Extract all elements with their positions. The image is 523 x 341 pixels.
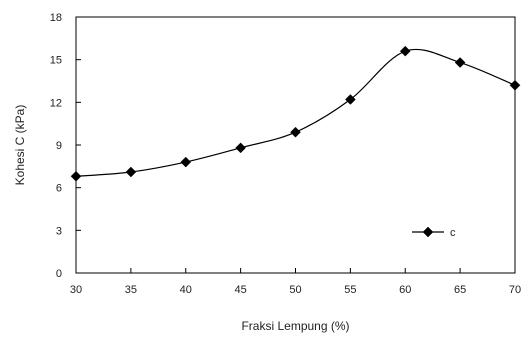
legend-label: c [450,227,456,239]
data-point [180,156,192,168]
x-tick-label: 70 [509,284,521,296]
data-point [290,126,301,138]
x-tick-label: 50 [289,284,301,296]
x-tick-label: 40 [180,284,192,296]
data-point [125,166,137,178]
x-tick-label: 60 [399,284,411,296]
y-tick-label: 0 [56,268,62,280]
data-point [235,142,246,154]
data-point [399,45,411,57]
x-tick-label: 45 [235,284,247,296]
y-tick-label: 9 [56,140,62,152]
series-line [75,48,516,177]
x-axis-title: Fraksi Lempung (%) [241,319,349,333]
y-tick-label: 18 [50,12,62,24]
data-point [454,57,466,68]
y-axis-title: Kohesi C (kPa) [13,105,27,186]
x-tick-label: 55 [344,284,356,296]
y-tick-label: 15 [50,55,62,67]
data-point [70,170,82,182]
x-tick-label: 35 [125,284,137,296]
data-point [509,79,521,91]
x-tick-label: 65 [454,284,466,296]
y-tick-label: 6 [56,183,62,195]
x-tick-label: 30 [70,284,82,296]
legend-marker [422,226,434,238]
data-point [345,94,356,105]
y-tick-label: 12 [50,97,62,109]
y-tick-label: 3 [56,225,62,237]
